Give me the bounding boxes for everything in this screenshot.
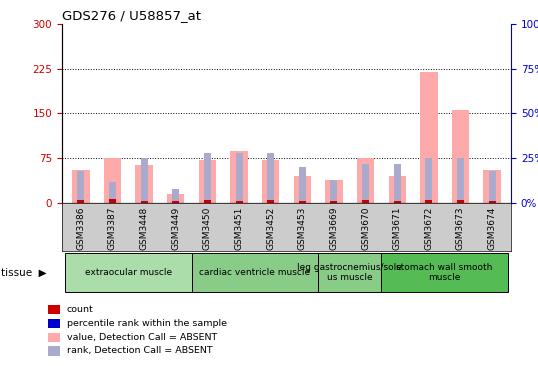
- Bar: [77, 200, 84, 203]
- Bar: [172, 189, 179, 203]
- Text: GSM3673: GSM3673: [456, 207, 465, 250]
- Text: GSM3451: GSM3451: [235, 207, 244, 250]
- Bar: [420, 72, 437, 203]
- Bar: [72, 170, 89, 203]
- Bar: [362, 200, 369, 203]
- Bar: [136, 165, 153, 203]
- Bar: [330, 180, 337, 203]
- Bar: [299, 201, 306, 203]
- FancyBboxPatch shape: [381, 253, 508, 292]
- Bar: [426, 200, 433, 203]
- Bar: [457, 158, 464, 203]
- Text: GSM3453: GSM3453: [298, 207, 307, 250]
- Text: count: count: [67, 305, 94, 314]
- Bar: [236, 153, 243, 203]
- Text: rank, Detection Call = ABSENT: rank, Detection Call = ABSENT: [67, 347, 213, 355]
- Text: cardiac ventricle muscle: cardiac ventricle muscle: [199, 268, 310, 277]
- Text: GSM3387: GSM3387: [108, 207, 117, 250]
- Text: GSM3674: GSM3674: [487, 207, 497, 250]
- Text: GSM3448: GSM3448: [140, 207, 148, 250]
- Text: GSM3386: GSM3386: [76, 207, 86, 250]
- Bar: [357, 158, 374, 203]
- Text: percentile rank within the sample: percentile rank within the sample: [67, 319, 226, 328]
- Text: GSM3669: GSM3669: [329, 207, 338, 250]
- Text: stomach wall smooth
muscle: stomach wall smooth muscle: [397, 263, 493, 283]
- FancyBboxPatch shape: [65, 253, 192, 292]
- Bar: [452, 111, 469, 203]
- Text: leg gastrocnemius/sole
us muscle: leg gastrocnemius/sole us muscle: [298, 263, 402, 283]
- Bar: [104, 158, 121, 203]
- Bar: [457, 200, 464, 203]
- Text: value, Detection Call = ABSENT: value, Detection Call = ABSENT: [67, 333, 217, 341]
- Bar: [489, 201, 495, 203]
- Bar: [140, 201, 147, 203]
- Text: GSM3670: GSM3670: [361, 207, 370, 250]
- Text: GSM3452: GSM3452: [266, 207, 275, 250]
- Bar: [109, 199, 116, 203]
- Bar: [199, 160, 216, 203]
- Bar: [172, 201, 179, 203]
- Bar: [394, 201, 401, 203]
- Bar: [388, 176, 406, 203]
- Text: tissue  ▶: tissue ▶: [1, 268, 47, 278]
- Bar: [267, 153, 274, 203]
- Text: GSM3672: GSM3672: [424, 207, 433, 250]
- Bar: [489, 171, 495, 203]
- Bar: [230, 150, 247, 203]
- Text: GSM3671: GSM3671: [393, 207, 402, 250]
- Bar: [204, 153, 211, 203]
- Bar: [140, 158, 147, 203]
- Text: GSM3450: GSM3450: [203, 207, 212, 250]
- FancyBboxPatch shape: [192, 253, 318, 292]
- Text: GDS276 / U58857_at: GDS276 / U58857_at: [62, 9, 201, 22]
- Bar: [299, 167, 306, 203]
- Bar: [167, 194, 185, 203]
- Bar: [77, 171, 84, 203]
- Bar: [394, 164, 401, 203]
- Bar: [262, 160, 279, 203]
- Bar: [330, 201, 337, 203]
- Bar: [204, 200, 211, 203]
- Text: extraocular muscle: extraocular muscle: [85, 268, 172, 277]
- Bar: [109, 182, 116, 203]
- Text: GSM3449: GSM3449: [171, 207, 180, 250]
- Bar: [325, 180, 343, 203]
- FancyBboxPatch shape: [318, 253, 381, 292]
- Bar: [294, 176, 311, 203]
- Bar: [426, 158, 433, 203]
- Bar: [236, 201, 243, 203]
- Bar: [484, 170, 501, 203]
- Bar: [267, 200, 274, 203]
- Bar: [362, 164, 369, 203]
